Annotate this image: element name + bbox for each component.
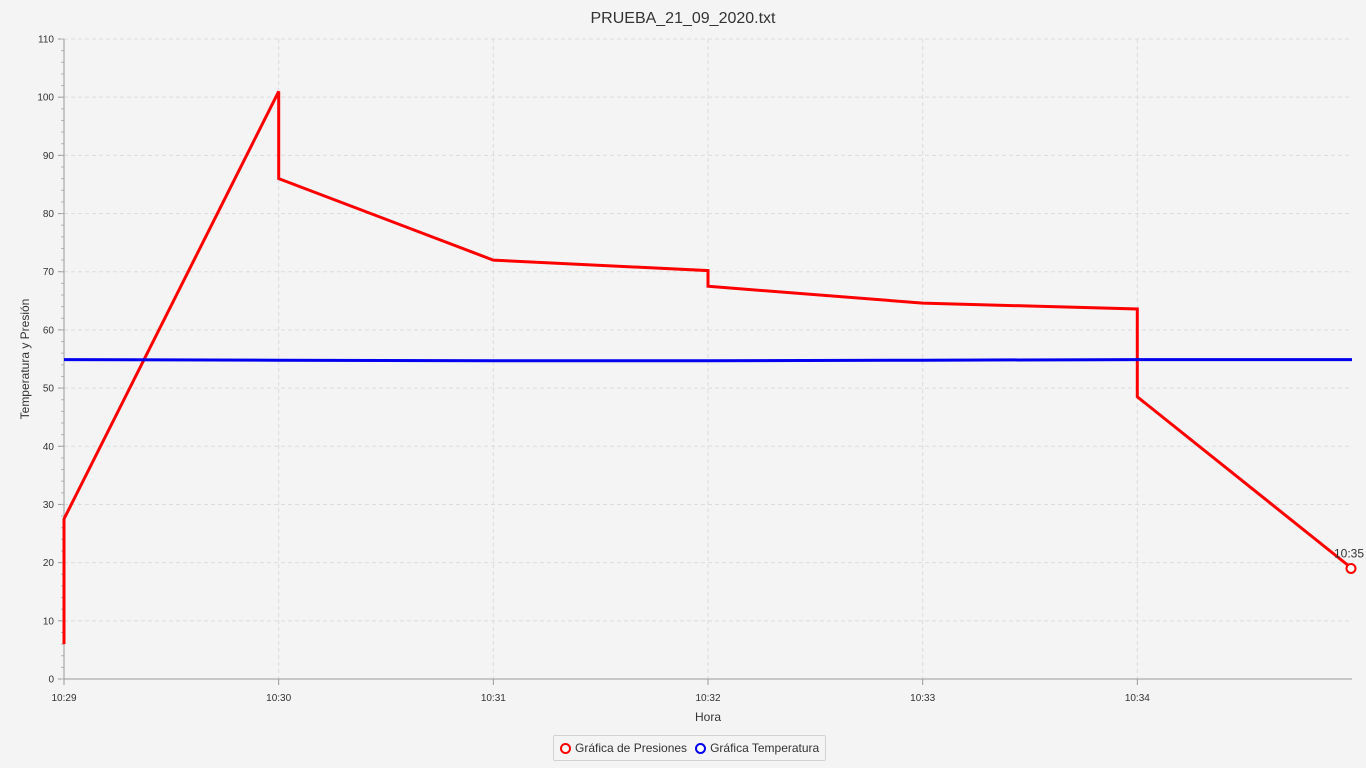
legend-item-temperatura[interactable]: Gráfica Temperatura <box>695 741 819 755</box>
circle-icon <box>560 742 571 754</box>
legend-item-presiones[interactable]: Gráfica de Presiones <box>560 741 687 755</box>
y-tick-label: 60 <box>43 325 55 336</box>
series-layer <box>62 90 1353 645</box>
y-tick-label: 50 <box>43 384 55 395</box>
y-tick-label: 90 <box>43 151 55 162</box>
x-tick-label: 10:33 <box>910 693 935 704</box>
y-tick-label: 100 <box>37 93 54 104</box>
legend-label-temperatura: Gráfica Temperatura <box>710 741 820 755</box>
y-tick-label: 80 <box>43 209 55 220</box>
x-axis-title: Hora <box>695 710 721 724</box>
chart-title: PRUEBA_21_09_2020.txt <box>590 10 776 27</box>
legend-label-presiones: Gráfica de Presiones <box>575 741 688 755</box>
y-tick-label: 70 <box>43 267 55 278</box>
x-tick-label: 10:29 <box>51 693 76 704</box>
circle-icon <box>695 742 707 754</box>
x-tick-label: 10:30 <box>266 693 291 704</box>
annotation-label: 10:35 <box>1334 546 1364 560</box>
y-tick-label: 30 <box>43 500 55 511</box>
y-tick-label: 40 <box>43 442 55 453</box>
y-axis-title: Temperatura y Presión <box>18 299 32 420</box>
y-tick-label: 10 <box>43 616 55 627</box>
data-point-marker <box>1345 562 1357 574</box>
axes: 0 10 20 30 40 50 60 70 80 90 100 110 10:29 10:30 10:31… <box>37 35 1352 704</box>
annotations-layer: 10:35 <box>1334 546 1364 574</box>
x-tick-label: 10:34 <box>1125 693 1150 704</box>
x-tick-label: 10:31 <box>481 693 506 704</box>
x-tick-label: 10:32 <box>695 693 720 704</box>
y-tick-label: 20 <box>43 558 55 569</box>
y-tick-label: 110 <box>38 35 54 46</box>
series-line-0 <box>62 90 1353 645</box>
y-tick-label: 0 <box>48 675 54 686</box>
series-line-1 <box>63 358 1352 363</box>
legend: Gráfica de Presiones Gráfica Temperatura <box>553 735 827 761</box>
